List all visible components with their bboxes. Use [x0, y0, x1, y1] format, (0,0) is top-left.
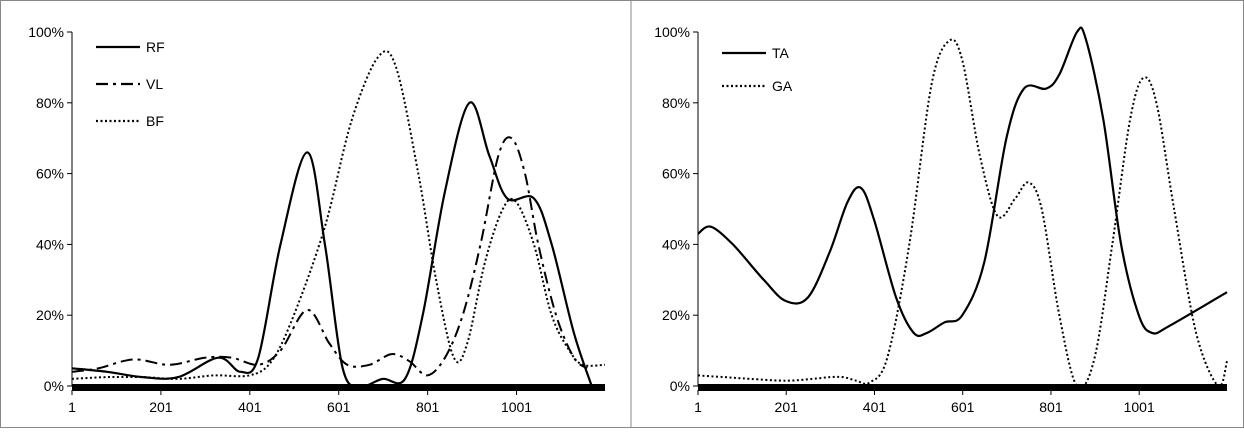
x-tick-label: 201	[775, 399, 799, 415]
x-tick-label: 401	[863, 399, 887, 415]
y-tick-label: 40%	[662, 236, 690, 252]
y-tick-label: 80%	[662, 95, 690, 111]
series-line-rf	[71, 101, 593, 388]
legend-label-ga: GA	[772, 78, 793, 94]
y-tick-label: 40%	[36, 236, 64, 252]
y-tick-label: 20%	[36, 307, 64, 323]
legend-label-rf: RF	[146, 39, 165, 55]
series-line-bf	[71, 50, 606, 380]
x-tick-label: 201	[149, 399, 173, 415]
chart-panel-left: 0% 20% 40% 60% 80% 100% 1 201 401 601 801 1001 RF VL B…	[28, 24, 606, 415]
chart-panel-right: 0% 20% 40% 60% 80% 100% 1 201 401 601 801 1001 TA GA	[654, 24, 1228, 415]
x-tick-label: 801	[1039, 399, 1063, 415]
y-tick-label: 20%	[662, 307, 690, 323]
y-tick-label: 80%	[36, 95, 64, 111]
x-axis-bar	[72, 384, 605, 391]
x-tick-label: 801	[416, 399, 440, 415]
x-tick-label: 601	[327, 399, 351, 415]
y-tick-label: 100%	[28, 24, 64, 40]
x-axis-bar	[698, 384, 1227, 391]
x-tick-label: 401	[238, 399, 262, 415]
y-tick-label: 60%	[662, 166, 690, 182]
legend-label-ta: TA	[772, 45, 790, 61]
y-tick-label: 60%	[36, 166, 64, 182]
x-tick-label: 1	[68, 399, 76, 415]
x-tick-label: 1	[694, 399, 702, 415]
legend-label-bf: BF	[146, 113, 164, 129]
x-tick-label: 1001	[501, 399, 532, 415]
y-tick-label: 0%	[44, 378, 64, 394]
series-line-vl	[71, 136, 588, 377]
series-line-ga	[697, 38, 1228, 389]
y-tick-label: 100%	[654, 24, 690, 40]
series-line-ta	[697, 26, 1228, 338]
x-tick-label: 1001	[1124, 399, 1155, 415]
legend-label-vl: VL	[146, 76, 163, 92]
y-tick-label: 0%	[670, 378, 690, 394]
x-tick-label: 601	[951, 399, 975, 415]
